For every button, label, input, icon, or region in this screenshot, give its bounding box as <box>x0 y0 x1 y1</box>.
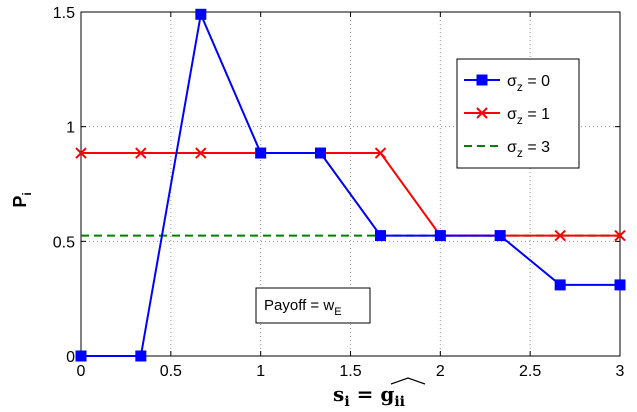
series-0 <box>75 8 626 362</box>
annotation-text: Payoff = wE <box>264 297 342 318</box>
legend-label: σz = 0 <box>507 73 550 94</box>
data-point <box>255 147 267 159</box>
data-point <box>195 147 207 159</box>
y-tick-label: 0 <box>66 349 75 366</box>
data-point <box>75 350 87 362</box>
x-tick-label: 2 <box>436 363 445 380</box>
legend-label: σz = 3 <box>507 139 550 160</box>
data-point <box>554 279 566 291</box>
x-label-hat <box>390 377 426 385</box>
annotation-box <box>255 287 371 324</box>
x-tick-label: 3 <box>616 363 625 380</box>
legend-label: σz = 1 <box>507 106 550 127</box>
legend-entry: σz = 1 <box>464 106 550 127</box>
x-tick-label: 0.5 <box>160 363 182 380</box>
y-axis-label: Pi <box>10 192 34 207</box>
data-point <box>135 350 147 362</box>
series-line <box>81 10 620 357</box>
data-point <box>375 230 387 242</box>
y-tick-label: 0.5 <box>53 234 75 251</box>
series-line <box>81 152 620 237</box>
legend-marker <box>476 107 488 119</box>
x-tick-label: 0 <box>77 363 86 380</box>
x-tick-label: 1.5 <box>339 363 361 380</box>
data-point <box>314 147 326 159</box>
data-point <box>434 230 446 242</box>
legend: σz = 0 σz = 1 σz = 3 <box>456 58 580 169</box>
series-layer <box>75 8 626 362</box>
legend-marker <box>476 74 488 86</box>
legend-entry: σz = 0 <box>464 73 550 94</box>
y-tick-label: 1.5 <box>53 5 75 22</box>
data-point <box>554 229 566 242</box>
data-point <box>374 147 387 159</box>
x-tick-label: 2.5 <box>519 363 541 380</box>
data-point <box>195 8 207 20</box>
data-point <box>75 147 87 159</box>
ticks: 0 0.5 1 1.5 2 2.5 3 0 0.5 1 1.5 <box>53 5 625 380</box>
legend-entry: σz = 3 <box>464 139 550 160</box>
y-tick-label: 1 <box>66 120 75 137</box>
annotation: Payoff = wE <box>255 287 371 324</box>
x-axis-label: si = gii <box>333 382 405 410</box>
data-point <box>135 147 147 159</box>
data-point <box>614 229 626 242</box>
data-point <box>494 230 506 242</box>
data-point <box>614 279 626 291</box>
x-tick-label: 1 <box>256 363 265 380</box>
